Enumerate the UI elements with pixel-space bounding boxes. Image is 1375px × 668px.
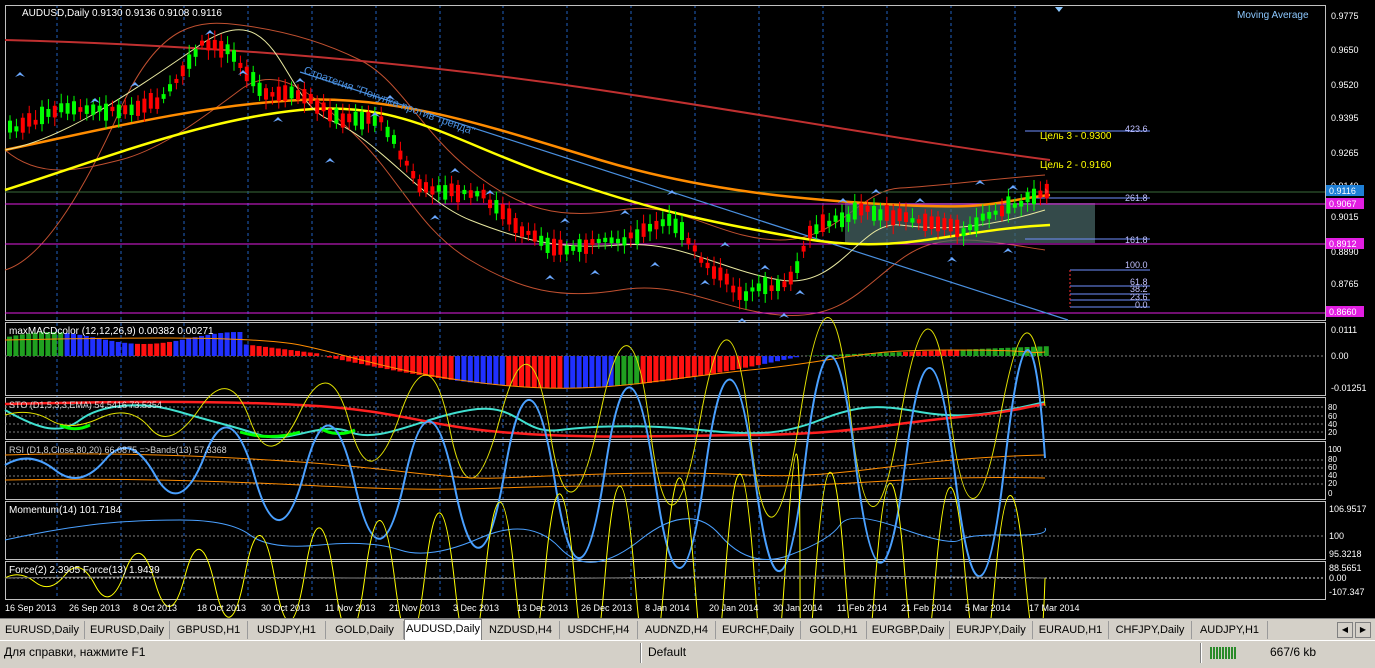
price-marker: 0.8660 bbox=[1329, 307, 1357, 317]
price-marker: 0.9116 bbox=[1329, 186, 1356, 196]
date-tick: 11 Feb 2014 bbox=[837, 603, 887, 613]
date-tick: 3 Dec 2013 bbox=[453, 603, 499, 613]
price-tick: 0.9775 bbox=[1331, 11, 1359, 21]
momentum-tick: 95.3218 bbox=[1329, 549, 1362, 559]
fib-161: 161.8 bbox=[1125, 235, 1148, 245]
price-tick: 0.9650 bbox=[1331, 45, 1359, 55]
date-tick: 30 Jan 2014 bbox=[773, 603, 823, 613]
stoch-tick: 60 bbox=[1328, 412, 1337, 421]
fib-0: 0.0 bbox=[1135, 300, 1148, 310]
stoch-tick: 20 bbox=[1328, 428, 1337, 437]
scroll-left-icon[interactable]: ◀ bbox=[1337, 622, 1353, 638]
rsi-tick: 20 bbox=[1328, 479, 1337, 488]
price-tick: 0.9520 bbox=[1331, 80, 1359, 90]
force-tick: 88.5651 bbox=[1329, 563, 1362, 573]
rsi-tick: 80 bbox=[1328, 455, 1337, 464]
chart-tab[interactable]: NZDUSD,H4 bbox=[482, 621, 560, 639]
chart-tab[interactable]: EURAUD,H1 bbox=[1033, 621, 1109, 639]
rsi-tick: 100 bbox=[1328, 445, 1342, 454]
price-tick: 0.9015 bbox=[1331, 212, 1359, 222]
date-tick: 30 Oct 2013 bbox=[261, 603, 310, 613]
rsi-tick: 40 bbox=[1328, 471, 1337, 480]
date-tick: 20 Jan 2014 bbox=[709, 603, 759, 613]
date-tick: 21 Nov 2013 bbox=[389, 603, 440, 613]
fib-23: 23.6 bbox=[1130, 292, 1148, 302]
profile-name: Default bbox=[648, 645, 687, 659]
date-tick: 8 Oct 2013 bbox=[133, 603, 177, 613]
stoch-label: STO (D1,5,3,3,EMA) 54.5416 73.5354 bbox=[9, 400, 162, 410]
fib-61: 61.8 bbox=[1130, 277, 1148, 287]
chart-area[interactable]: AUDUSD,Daily 0.9130 0.9136 0.9108 0.9116… bbox=[0, 0, 1375, 618]
scroll-right-icon[interactable]: ▶ bbox=[1355, 622, 1371, 638]
chart-tab[interactable]: GOLD,Daily bbox=[326, 621, 404, 639]
date-tick: 17 Mar 2014 bbox=[1029, 603, 1080, 613]
date-tick: 26 Sep 2013 bbox=[69, 603, 120, 613]
macd-label: maxMACDcolor (12,12,26,9) 0.00382 0.0027… bbox=[9, 326, 214, 337]
chart-tabs: EURUSD,Daily EURUSD,Daily GBPUSD,H1 USDJPY,… bbox=[0, 618, 1375, 640]
force-tick: 0.00 bbox=[1329, 573, 1347, 583]
price-tick: 0.8765 bbox=[1331, 279, 1359, 289]
chart-tab[interactable]: EURCHF,Daily bbox=[716, 621, 801, 639]
shift-marker-icon[interactable] bbox=[1055, 7, 1063, 12]
indicator-label: Moving Average bbox=[1237, 10, 1309, 21]
price-marker: 0.8912 bbox=[1329, 239, 1357, 249]
date-tick: 26 Dec 2013 bbox=[581, 603, 632, 613]
price-tick: 0.8890 bbox=[1331, 247, 1359, 257]
rsi-label: RSI (D1,8,Close,80,20) 66.0875 =>Bands(1… bbox=[9, 445, 227, 455]
help-text: Для справки, нажмите F1 bbox=[4, 645, 146, 659]
chart-tab[interactable]: AUDNZD,H4 bbox=[638, 621, 716, 639]
stoch-tick: 40 bbox=[1328, 420, 1337, 429]
date-tick: 8 Jan 2014 bbox=[645, 603, 690, 613]
target-3: Цель 3 - 0.9300 bbox=[1040, 131, 1112, 142]
chart-tab[interactable]: EURJPY,Daily bbox=[950, 621, 1033, 639]
macd-tick: -0.01251 bbox=[1331, 383, 1367, 393]
tab-scroll: ◀ ▶ bbox=[1337, 622, 1371, 638]
trend-line[interactable] bbox=[299, 71, 1069, 321]
chart-tab[interactable]: CHFJPY,Daily bbox=[1109, 621, 1192, 639]
macd-tick: 0.0111 bbox=[1331, 325, 1357, 335]
fib-100: 100.0 bbox=[1125, 260, 1148, 270]
price-tick: 0.9265 bbox=[1331, 148, 1359, 158]
date-tick: 13 Dec 2013 bbox=[517, 603, 568, 613]
chart-tab[interactable]: AUDUSD,Daily bbox=[404, 619, 482, 640]
target-2: Цель 2 - 0.9160 bbox=[1040, 160, 1112, 171]
fib-423: 423.6 bbox=[1125, 124, 1148, 134]
chart-tab[interactable]: GOLD,H1 bbox=[801, 621, 867, 639]
chart-tab[interactable]: GBPUSD,H1 bbox=[170, 621, 248, 639]
fib-261: 261.8 bbox=[1125, 193, 1148, 203]
chart-tab[interactable]: EURUSD,Daily bbox=[85, 621, 170, 639]
date-tick: 5 Mar 2014 bbox=[965, 603, 1011, 613]
traffic-text: 667/6 kb bbox=[1270, 645, 1317, 659]
chart-tab[interactable]: USDJPY,H1 bbox=[248, 621, 326, 639]
force-label: Force(2) 2.3905 Force(13) 1.9439 bbox=[9, 565, 160, 576]
macd-signal bbox=[4, 337, 1046, 389]
rsi-tick: 60 bbox=[1328, 463, 1337, 472]
price-tick: 0.9395 bbox=[1331, 113, 1359, 123]
rsi-tick: 0 bbox=[1328, 489, 1333, 498]
ma-red bbox=[4, 39, 1051, 161]
force-tick: -107.347 bbox=[1329, 587, 1365, 597]
price-marker: 0.9067 bbox=[1329, 199, 1357, 209]
ma-orange bbox=[4, 98, 1051, 208]
date-tick: 16 Sep 2013 bbox=[5, 603, 56, 613]
stoch-tick: 80 bbox=[1328, 403, 1337, 412]
chart-tab[interactable]: EURGBP,Daily bbox=[867, 621, 950, 639]
ma-yellow bbox=[4, 107, 1051, 246]
momentum-label: Momentum(14) 101.7184 bbox=[9, 505, 122, 516]
status-bar: Для справки, нажмите F1 Default 667/6 kb bbox=[0, 640, 1375, 668]
momentum-tick: 106.9517 bbox=[1329, 504, 1367, 514]
date-tick: 11 Nov 2013 bbox=[325, 603, 375, 613]
date-tick: 18 Oct 2013 bbox=[197, 603, 246, 613]
connection-icon bbox=[1210, 647, 1236, 659]
momentum-tick: 100 bbox=[1329, 531, 1344, 541]
symbol-header: AUDUSD,Daily 0.9130 0.9136 0.9108 0.9116 bbox=[22, 8, 222, 19]
chart-tab[interactable]: AUDJPY,H1 bbox=[1192, 621, 1268, 639]
chart-tab[interactable]: USDCHF,H4 bbox=[560, 621, 638, 639]
chart-tab[interactable]: EURUSD,Daily bbox=[0, 621, 85, 639]
date-tick: 21 Feb 2014 bbox=[901, 603, 952, 613]
fib-38: 38.2 bbox=[1130, 284, 1148, 294]
macd-tick: 0.00 bbox=[1331, 351, 1349, 361]
